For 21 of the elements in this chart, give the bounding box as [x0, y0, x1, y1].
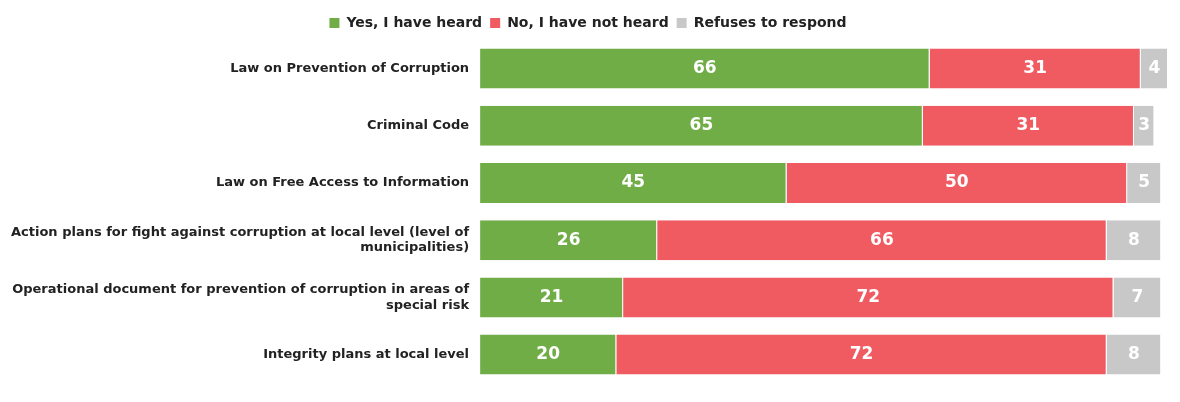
data-label: 72 — [849, 343, 874, 364]
data-label: 50 — [945, 171, 969, 192]
data-label: 66 — [870, 228, 894, 249]
legend-label: Yes, I have heard — [345, 13, 483, 30]
y-tick-label: Operational document for prevention of corruption in areas of special risk — [12, 280, 470, 312]
y-tick-label: Law on Free Access to Information — [215, 174, 470, 190]
data-label: 31 — [1023, 57, 1048, 78]
y-tick-label: Criminal Code — [367, 117, 470, 133]
data-label: 72 — [856, 285, 881, 306]
y-tick-label: Integrity plans at local level — [263, 345, 470, 361]
data-label: 31 — [1016, 114, 1041, 135]
legend-label: Refuses to respond — [693, 13, 847, 30]
y-tick-label: Action plans for fight against corruption at local level (level of municipalities) — [10, 223, 470, 255]
data-label: 21 — [539, 285, 564, 306]
legend-label: No, I have not heard — [507, 13, 669, 30]
data-label: 26 — [556, 228, 581, 249]
data-label: 45 — [621, 171, 646, 192]
data-label: 65 — [689, 114, 714, 135]
y-tick-label: Law on Prevention of Corruption — [230, 59, 470, 75]
data-label: 20 — [536, 343, 561, 364]
data-label: 66 — [693, 57, 717, 78]
